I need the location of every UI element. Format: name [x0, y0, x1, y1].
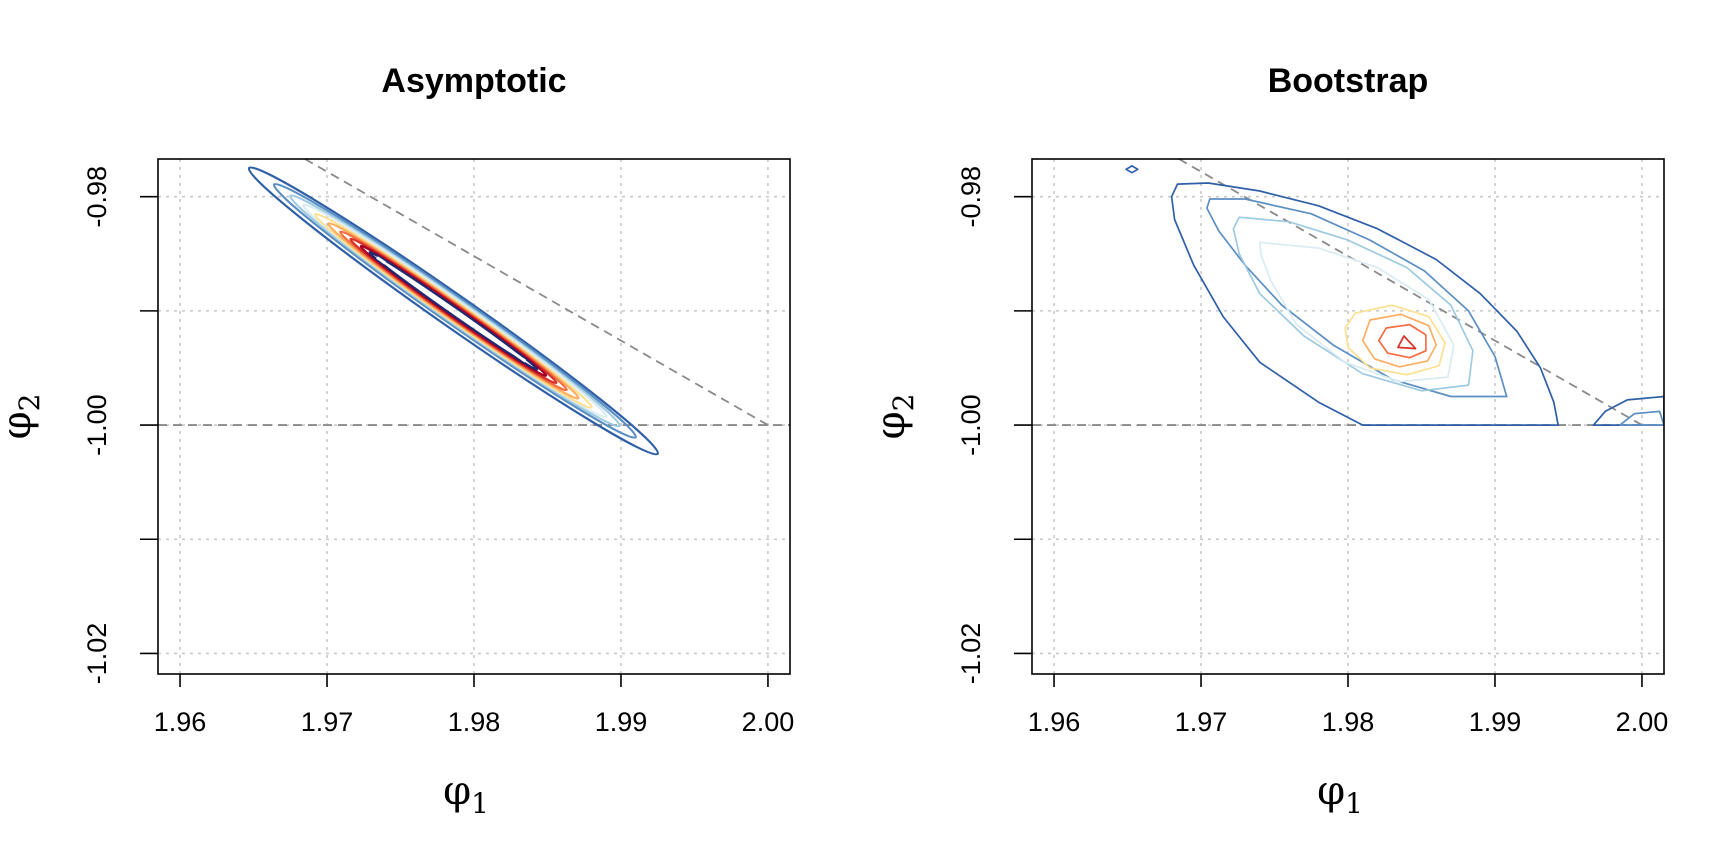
panel-asymptotic: Asymptotic 1.96 1.97 1.98 1.99 2.00 -0.98 -1.00… — [0, 62, 794, 820]
y-tick-label: -1.02 — [956, 623, 986, 685]
plot-area — [158, 159, 790, 456]
x-tick-label: 1.99 — [595, 707, 648, 737]
x-tick-label: 2.00 — [1616, 707, 1669, 737]
contour-line — [1344, 304, 1446, 376]
contour-center-dashes — [376, 256, 531, 366]
x-tick-label: 1.97 — [301, 707, 354, 737]
x-tick-label: 1.98 — [448, 707, 501, 737]
x-tick-label: 2.00 — [742, 707, 795, 737]
chart-title: Asymptotic — [381, 62, 566, 100]
x-tick-label: 1.98 — [1322, 707, 1375, 737]
chart-title: Bootstrap — [1268, 62, 1429, 100]
contour-line — [247, 166, 660, 456]
y-axis-label: φ2 — [0, 394, 46, 440]
y-tick-label: -0.98 — [956, 166, 986, 228]
contour-line — [1258, 241, 1455, 383]
y-tick-label: -1.02 — [82, 623, 112, 685]
plot-area — [1032, 159, 1664, 426]
contour-line — [368, 251, 539, 371]
y-tick-label: -1.00 — [956, 394, 986, 456]
y-tick-label: -0.98 — [82, 166, 112, 228]
x-tick-label: 1.99 — [1469, 707, 1522, 737]
contour-line — [1592, 395, 1664, 426]
y-tick-label: -1.00 — [82, 394, 112, 456]
x-tick-label: 1.96 — [154, 707, 207, 737]
contour-line — [1619, 410, 1664, 426]
contour-line — [289, 194, 621, 428]
x-axis-label: φ1 — [443, 768, 489, 820]
contour-line — [1232, 216, 1474, 392]
x-tick-label: 1.97 — [1175, 707, 1228, 737]
x-tick-label: 1.96 — [1028, 707, 1081, 737]
reference-line — [304, 159, 769, 426]
contour-line — [1206, 198, 1508, 398]
contour-line — [359, 244, 548, 377]
contour-line — [1125, 165, 1139, 174]
contour-line — [1397, 335, 1417, 350]
contour-line — [1361, 313, 1438, 368]
panel-bootstrap: Bootstrap 1.96 1.97 1.98 1.99 2.00 -0.98 -1.00 -… — [868, 62, 1668, 820]
contour-line — [1170, 182, 1560, 426]
y-axis-label: φ2 — [868, 394, 920, 440]
x-axis-label: φ1 — [1317, 768, 1363, 820]
contour-line — [272, 182, 637, 439]
contour-line — [1378, 323, 1427, 359]
